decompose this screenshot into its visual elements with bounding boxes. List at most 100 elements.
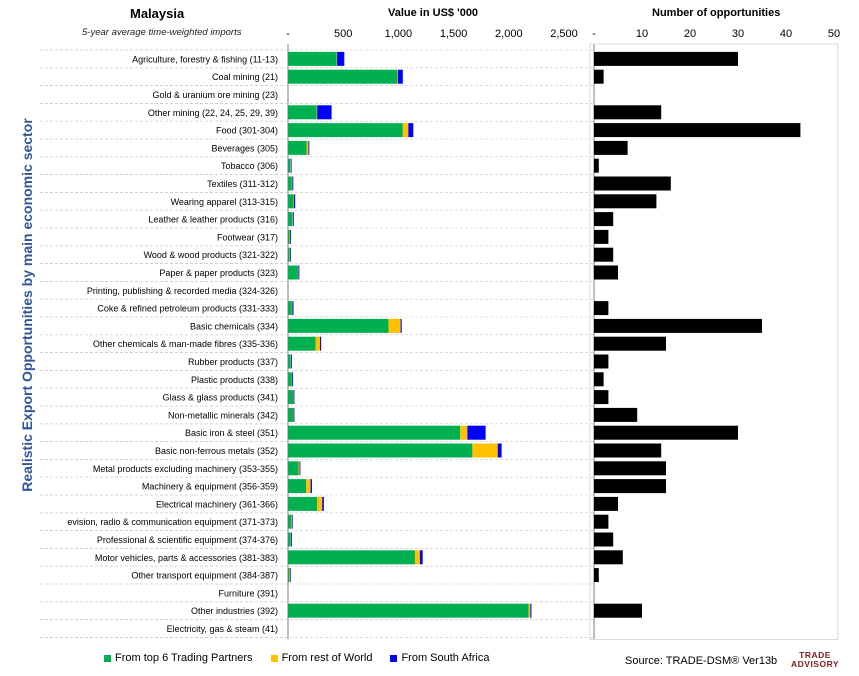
value-bar-segment (306, 140, 309, 155)
country-title: Malaysia (130, 6, 185, 21)
value-bar-segment (288, 461, 299, 476)
opportunity-bar (594, 461, 666, 476)
opportunities-tick-label: 50 (828, 28, 840, 40)
value-bar-segment (292, 390, 294, 405)
value-bar-segment (408, 123, 414, 138)
value-bar-segment (306, 479, 311, 494)
opportunity-bar (594, 69, 604, 84)
category-label: Other chemicals & man-made fibres (335-3… (93, 339, 278, 349)
opportunities-chart-title: Number of opportunities (652, 7, 781, 19)
value-bar-segment (288, 425, 461, 440)
value-bar-segment (288, 212, 293, 227)
category-label: Footwear (317) (217, 232, 278, 242)
value-bar-segment (298, 461, 300, 476)
value-bar-segment (289, 229, 291, 244)
value-bar-segment (292, 212, 294, 227)
value-bar-segment (288, 372, 292, 387)
legend-label-top6: From top 6 Trading Partners (115, 652, 253, 664)
value-bar-segment (288, 354, 291, 369)
legend-item-rest: From rest of World (270, 652, 373, 664)
opportunity-bar (594, 51, 738, 66)
value-bar-segment (288, 105, 317, 120)
value-bar-segment (288, 550, 415, 565)
value-bar-segment (467, 425, 486, 440)
value-bar-segment (290, 158, 292, 173)
value-bar-segment (310, 479, 312, 494)
chart-subtitle: 5-year average time-weighted imports (82, 27, 242, 38)
value-bar-segment (315, 336, 321, 351)
value-bar-segment (288, 176, 292, 191)
value-bar-segment (528, 603, 531, 618)
category-label: Wearing apparel (313-315) (171, 197, 278, 207)
value-bar-segment (288, 229, 290, 244)
category-label: evision, radio & communication equipment… (67, 517, 278, 527)
category-label: Machinery & equipment (356-359) (142, 482, 278, 492)
trade-advisory-logo: TRADE ADVISORY (791, 651, 839, 669)
value-bar-segment (288, 568, 290, 583)
category-label: Plastic products (338) (191, 375, 278, 385)
category-label: Electrical machinery (361-366) (156, 499, 278, 509)
opportunity-bar (594, 407, 638, 422)
value-tick-label: 500 (334, 28, 352, 40)
value-bar-segment (288, 407, 293, 422)
chart-canvas: Agriculture, forestry & fishing (11-13) C… (40, 28, 840, 640)
category-label: Electricity, gas & steam (41) (167, 624, 278, 634)
opportunity-bar (594, 514, 609, 529)
value-bar-segment (293, 390, 295, 405)
category-label: Food (301-304) (216, 126, 278, 136)
legend-label-sa: From South Africa (401, 652, 490, 664)
value-bar-segment (288, 318, 389, 333)
opportunities-tick-label: 30 (732, 28, 744, 40)
category-label: Basic iron & steel (351) (185, 428, 278, 438)
legend-item-sa: From South Africa (390, 652, 489, 664)
value-bar-segment (402, 123, 409, 138)
category-label: Rubber products (337) (188, 357, 278, 367)
value-tick-label: 1,000 (385, 28, 413, 40)
legend-swatch-sa (390, 654, 398, 662)
value-bar-segment (289, 247, 291, 262)
legend-label-rest: From rest of World (281, 652, 373, 664)
value-chart-title: Value in US$ '000 (388, 7, 479, 19)
logo-line-2: ADVISORY (791, 659, 840, 669)
value-tick-label: 1,500 (440, 28, 468, 40)
opportunity-bar (594, 603, 642, 618)
logo-line-1: TRADE (799, 650, 831, 660)
opportunity-bar (594, 194, 657, 209)
opportunity-bar (594, 443, 662, 458)
opportunity-bar (594, 354, 609, 369)
value-bar-segment (288, 301, 292, 316)
opportunity-bar (594, 123, 801, 138)
value-bar-segment (497, 443, 502, 458)
value-bar-segment (292, 301, 294, 316)
category-label: Leather & leather products (316) (148, 215, 278, 225)
opportunity-bar (594, 212, 614, 227)
category-label: Tobacco (306) (221, 161, 278, 171)
opportunity-bar (594, 568, 599, 583)
value-bar-segment (291, 514, 293, 529)
opportunity-bar (594, 265, 618, 280)
value-bar-segment (291, 514, 293, 529)
value-bar-segment (414, 550, 420, 565)
opportunity-bar (594, 158, 599, 173)
opportunities-tick-label: - (592, 28, 596, 40)
opportunity-bar (594, 372, 604, 387)
value-bar-segment (288, 336, 316, 351)
value-bar-segment (419, 550, 423, 565)
value-bar-segment (322, 496, 324, 511)
value-bar-segment (288, 390, 293, 405)
category-label: Gold & uranium ore mining (23) (152, 90, 278, 100)
value-bar-segment (397, 69, 399, 84)
value-bar-segment (288, 51, 337, 66)
value-bar-segment (288, 69, 398, 84)
value-bar-segment (397, 69, 403, 84)
value-tick-label: 2,500 (550, 28, 578, 40)
value-bar-segment (308, 140, 310, 155)
value-bar-segment (298, 265, 300, 280)
category-label: Printing, publishing & recorded media (3… (87, 286, 278, 296)
value-bar-segment (299, 461, 301, 476)
category-label: Agriculture, forestry & fishing (11-13) (132, 54, 278, 64)
value-bar-segment (336, 51, 338, 66)
opportunities-tick-label: 20 (684, 28, 696, 40)
value-bar-segment (288, 158, 291, 173)
opportunity-bar (594, 105, 662, 120)
